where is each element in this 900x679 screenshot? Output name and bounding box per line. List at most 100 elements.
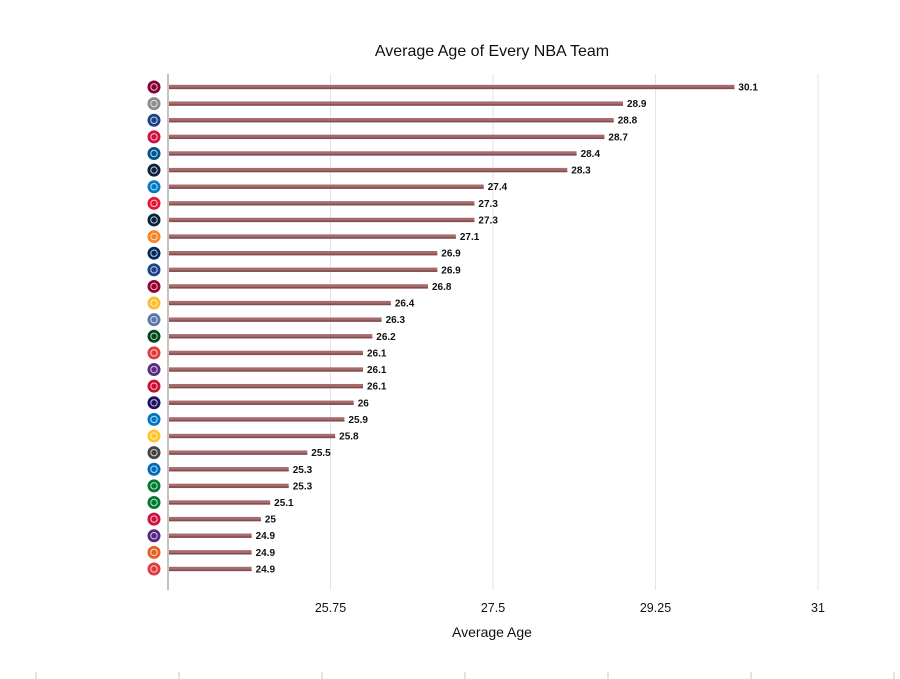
value-label: 26.1 [367,348,387,359]
value-label: 26.9 [441,265,461,276]
value-labels: 30.1 28.9 28.8 28.7 28.4 28.3 27.4 27.3 27.3 27.1… [256,83,759,576]
bar-shadow [169,237,456,239]
x-tick-label: 31 [811,601,825,615]
bar [169,134,605,140]
value-label: 26.8 [432,282,452,293]
bar [169,500,271,505]
bar [169,267,438,273]
value-label: 30.1 [738,83,758,94]
clippers-logo-icon [146,262,162,278]
bar [169,367,363,372]
value-label: 24.9 [256,564,276,575]
bar [169,317,382,322]
x-tick-label: 27.5 [481,601,505,615]
x-tick-labels: 25.75 27.5 29.25 31 [315,601,825,615]
bar-shadow [169,220,475,222]
bar [169,284,428,289]
heat-logo-icon [146,278,162,294]
bar [169,251,438,256]
hawks-logo-icon [146,345,162,361]
value-label: 26.2 [376,332,396,343]
bars [169,84,735,572]
bar [169,217,475,223]
value-label: 24.9 [256,548,276,559]
value-label: 24.9 [256,531,276,542]
wizards-logo-icon [146,195,162,211]
value-label: 28.8 [618,116,638,127]
bar-shadow [169,420,345,422]
magic-logo-icon [146,411,162,427]
value-label: 28.4 [581,149,601,160]
value-label: 25 [265,515,277,526]
value-label: 26.3 [386,315,406,326]
bar-shadow [169,536,252,538]
grizzlies-logo-icon [146,312,162,328]
value-label: 27.3 [478,215,498,226]
bar-shadow [169,203,475,206]
bar [169,201,475,206]
bar-shadow [169,370,363,372]
cavaliers-logo-icon [146,79,162,95]
bar [169,516,261,522]
bucks-logo-icon [146,328,162,344]
x-tick-label: 29.25 [640,601,671,615]
x-tick-label: 25.75 [315,601,346,615]
pistons-logo-icon [146,378,162,394]
bulls-logo-icon [146,511,162,527]
bar [169,101,623,106]
bottom-tick-marks [35,672,895,679]
value-label: 25.8 [339,432,359,443]
bar [169,334,373,339]
nuggets-logo-icon [146,428,162,444]
value-label: 25.1 [274,498,294,509]
nets-logo-icon [146,445,162,461]
bar [169,533,252,538]
bar [169,467,289,472]
jazz-logo-icon [146,245,162,261]
value-label: 25.3 [293,465,313,476]
bar-shadow [169,87,735,89]
bar [169,483,289,489]
bar-shadow [169,519,261,522]
bar [169,184,484,189]
value-label: 26 [358,398,370,409]
bar [169,450,308,455]
pelicans-logo-icon [146,162,162,178]
value-label: 28.9 [627,99,647,110]
bar [169,566,252,572]
mavericks-logo-icon [146,145,162,161]
value-label: 26.4 [395,299,415,310]
value-label: 25.9 [348,415,368,426]
bar [169,118,614,123]
bar-shadow [169,486,289,488]
bar-shadow [169,469,289,472]
value-label: 27.4 [488,182,508,193]
bar [169,400,354,405]
bar [169,167,568,173]
bar-shadow [169,154,577,156]
value-label: 27.3 [478,199,498,210]
bar [169,350,363,356]
value-label: 28.7 [608,132,628,143]
rockets-logo-icon [146,129,162,145]
hornets-logo-icon [146,395,162,411]
bar-shadow [169,104,623,106]
bar-shadow [169,503,271,505]
bar-shadow [169,336,373,339]
bar-shadow [169,403,354,405]
bar-shadow [169,303,391,306]
kings-logo-icon [146,362,162,378]
celtics-alt-logo-icon [146,495,162,510]
value-label: 28.3 [571,166,591,177]
spurs-logo-icon [146,96,162,112]
value-label: 26.9 [441,249,461,260]
bar-shadow [169,170,568,173]
bar-shadow [169,436,336,439]
bar [169,300,391,306]
value-label: 26.1 [367,365,387,376]
bar-shadow [169,453,308,455]
bar-shadow [169,253,438,256]
bar-shadow [169,137,605,139]
bar [169,550,252,555]
